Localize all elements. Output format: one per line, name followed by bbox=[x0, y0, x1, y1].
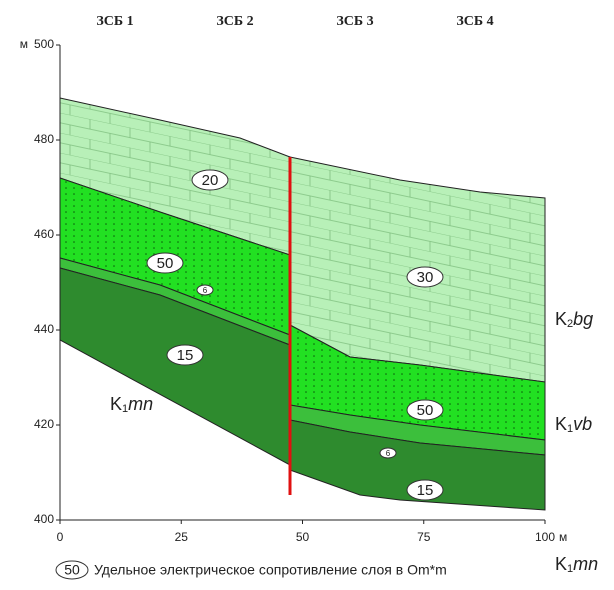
y-tick-label: 480 bbox=[34, 132, 54, 146]
resistivity-label: 15 bbox=[417, 482, 434, 499]
formation-suffix: mn bbox=[128, 394, 153, 414]
y-tick-label: 460 bbox=[34, 227, 54, 241]
y-unit: м bbox=[20, 37, 28, 51]
formation-suffix: bg bbox=[573, 309, 593, 329]
resistivity-label: 6 bbox=[386, 449, 391, 458]
formation-sub: 1 bbox=[567, 423, 573, 435]
resistivity-label: 15 bbox=[177, 347, 194, 364]
zone-label: ЗСБ 2 bbox=[216, 14, 253, 29]
resistivity-label: 50 bbox=[157, 255, 174, 272]
formation-main: K bbox=[555, 554, 567, 574]
zone-label: ЗСБ 3 bbox=[336, 14, 373, 29]
x-tick-label: 50 bbox=[296, 530, 310, 544]
legend-text: Удельное электрическое сопротивление сло… bbox=[94, 562, 447, 578]
x-tick-label: 0 bbox=[57, 530, 64, 544]
resistivity-label: 30 bbox=[417, 269, 434, 286]
x-tick-label: 75 bbox=[417, 530, 431, 544]
formation-main: K bbox=[555, 414, 567, 434]
formation-sub: 1 bbox=[567, 563, 573, 575]
formation-label: K1mn bbox=[555, 554, 598, 575]
layers bbox=[59, 45, 546, 521]
y-tick-label: 440 bbox=[34, 322, 54, 336]
formation-main: K bbox=[110, 394, 122, 414]
y-tick-label: 420 bbox=[34, 417, 54, 431]
zone-label: ЗСБ 1 bbox=[96, 14, 133, 29]
formation-sub: 2 bbox=[567, 318, 573, 330]
formation-label: K1mn bbox=[110, 394, 153, 415]
x-tick-label: 100 bbox=[535, 530, 555, 544]
y-tick-label: 400 bbox=[34, 512, 54, 526]
formation-suffix: mn bbox=[573, 554, 598, 574]
zone-label: ЗСБ 4 bbox=[456, 14, 493, 29]
resistivity-label: 20 bbox=[202, 172, 219, 189]
x-tick-label: 25 bbox=[175, 530, 189, 544]
formation-suffix: vb bbox=[573, 414, 592, 434]
resistivity-label: 6 bbox=[203, 286, 208, 295]
x-unit: м bbox=[559, 530, 567, 544]
formation-label: K1vb bbox=[555, 414, 592, 435]
ovals bbox=[55, 169, 444, 580]
y-tick-label: 500 bbox=[34, 37, 54, 51]
formation-label: K2bg bbox=[555, 309, 593, 330]
resistivity-label: 50 bbox=[417, 402, 434, 419]
formation-main: K bbox=[555, 309, 567, 329]
legend-symbol: 50 bbox=[64, 562, 80, 578]
formation-sub: 1 bbox=[122, 403, 128, 415]
